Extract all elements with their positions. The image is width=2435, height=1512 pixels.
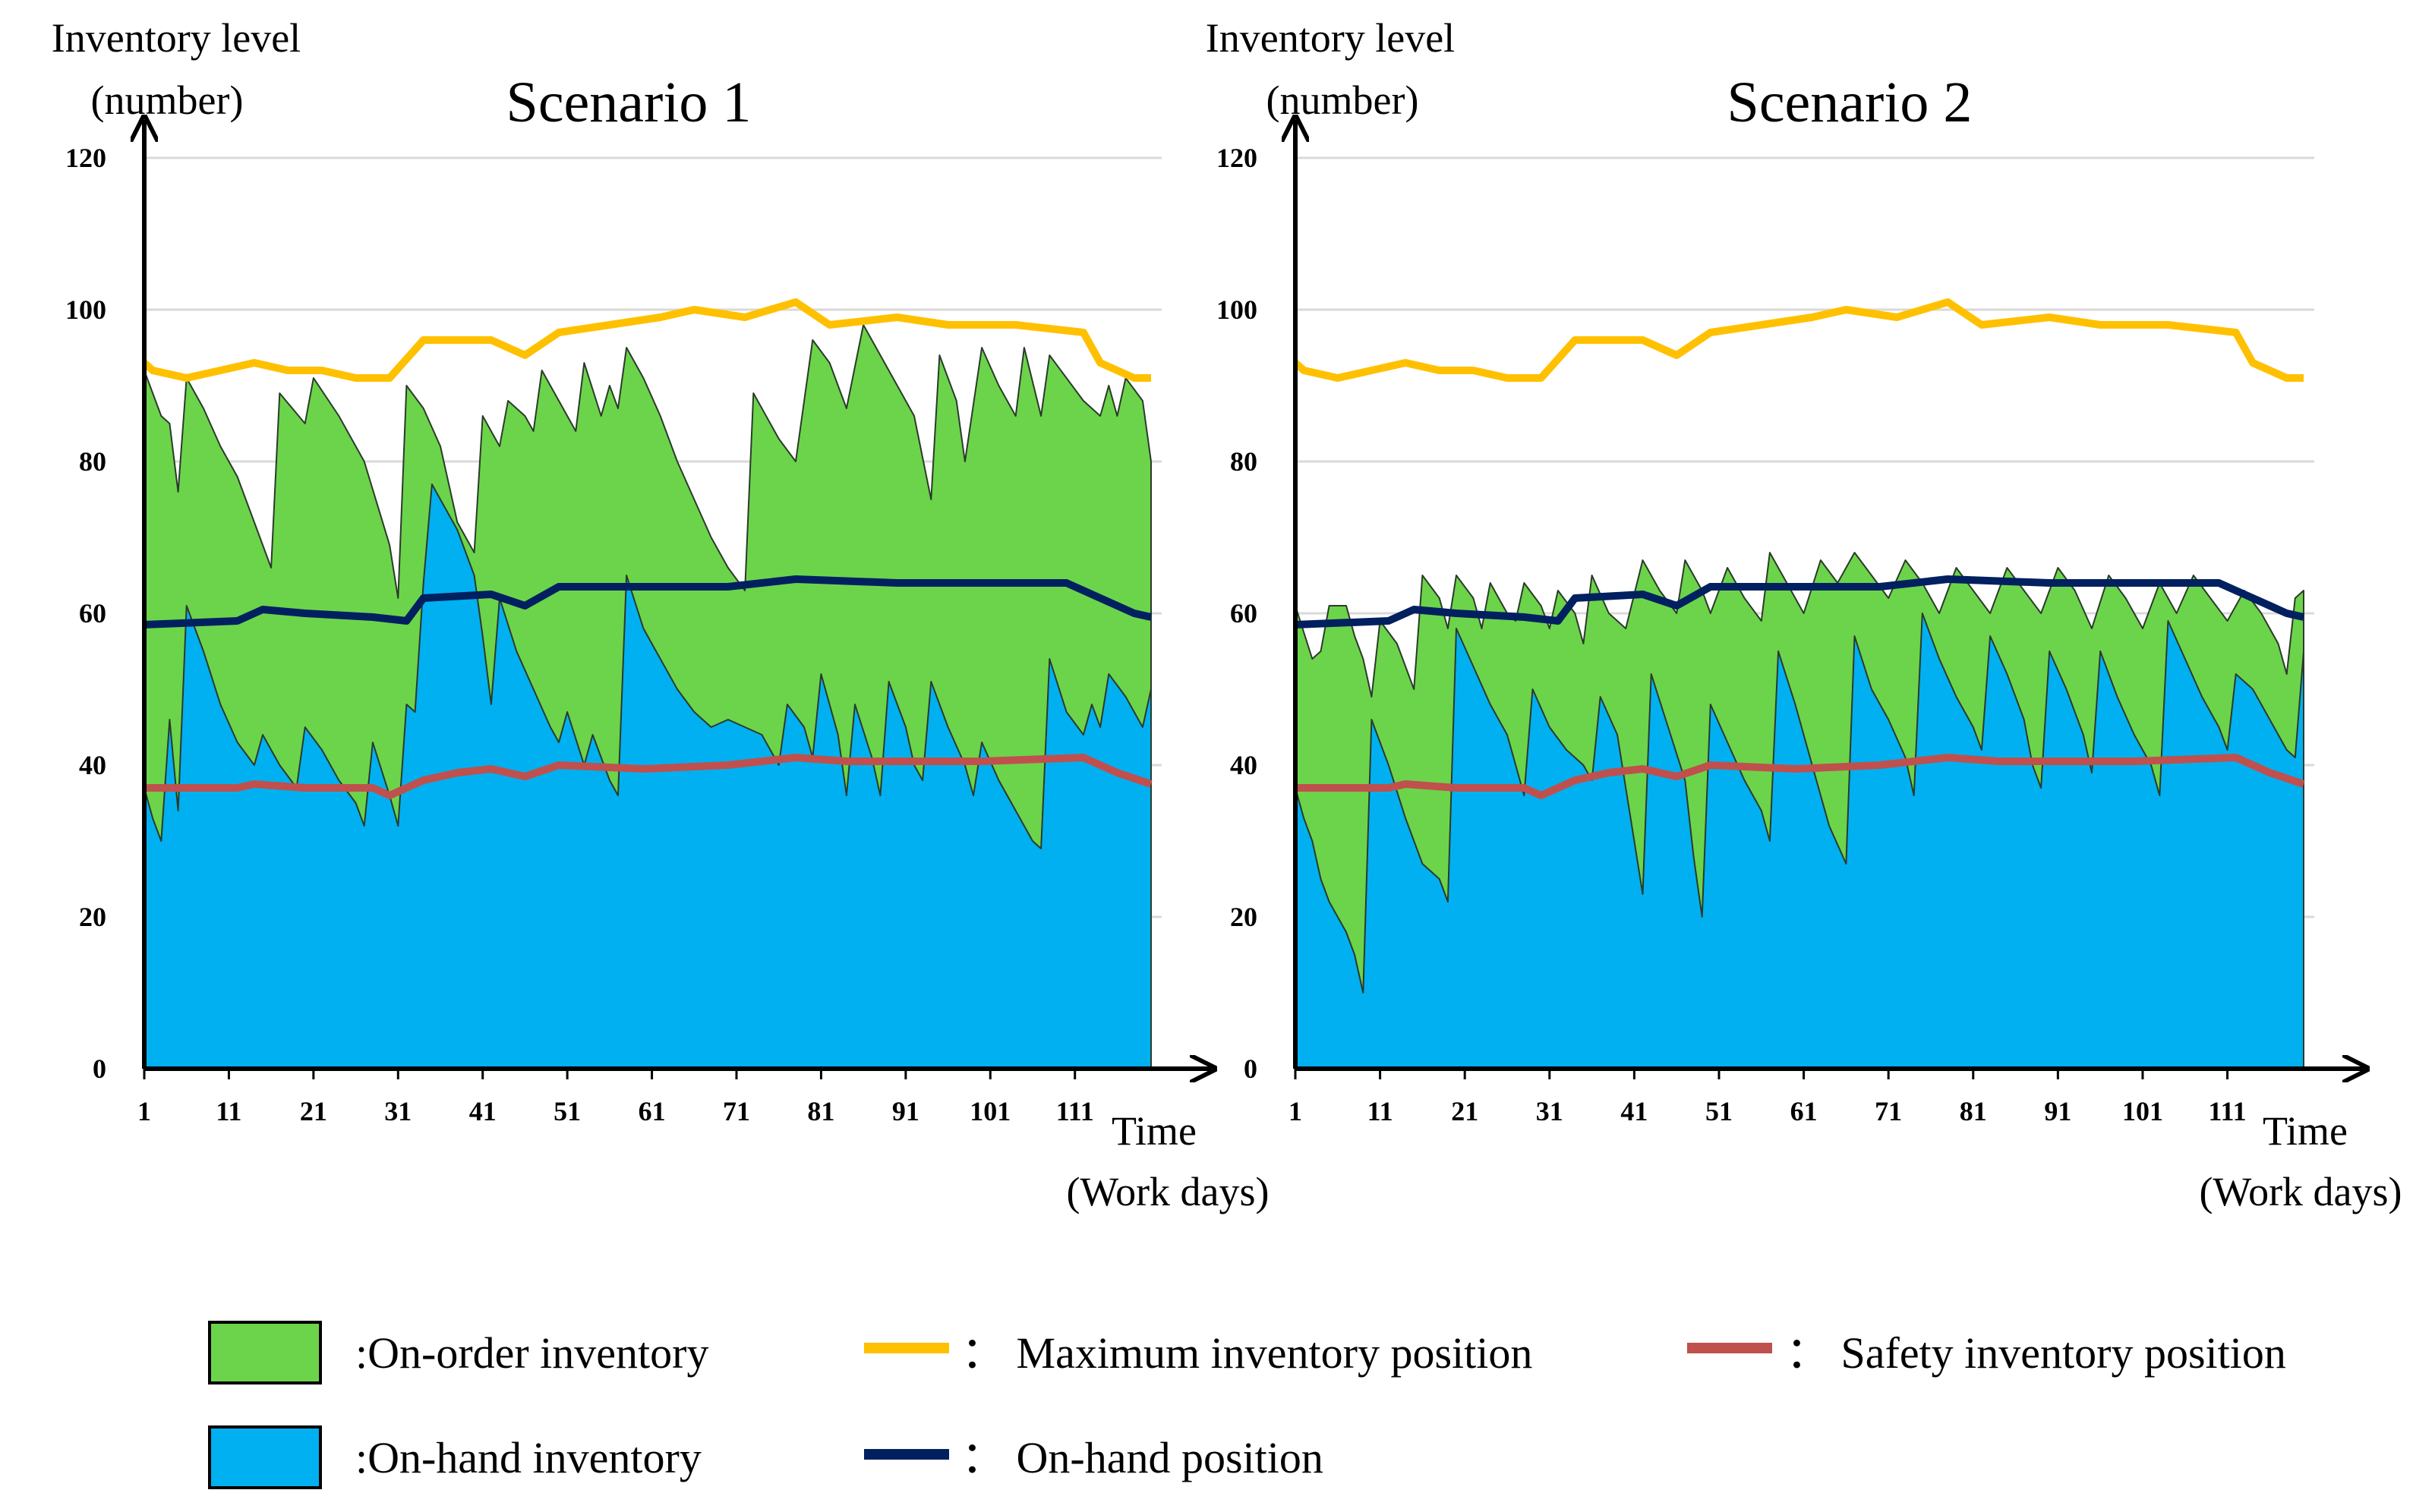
- scenario-1-x-tick-label: 71: [723, 1096, 750, 1126]
- scenario-2-y-tick-label: 0: [1244, 1054, 1257, 1084]
- scenario-1-title: Scenario 1: [506, 71, 752, 134]
- scenario-1-y-tick-label: 120: [65, 143, 106, 173]
- legend-label-safety-position: ： Safety inventory position: [1786, 1328, 2286, 1378]
- scenario-1-axes: [144, 120, 1212, 1079]
- scenario-2-y-tick-label: 100: [1216, 295, 1257, 325]
- scenario-1-x-tick-label: 81: [807, 1096, 834, 1126]
- scenario-1-on-hand-inventory-area: [144, 484, 1152, 1069]
- legend-label-max-position: ： Maximum inventory position: [961, 1328, 1532, 1378]
- scenario-1-y-tick-label: 80: [79, 446, 106, 477]
- scenario-1-y-tick-label: 60: [79, 598, 106, 628]
- scenario-1-y-label-line1: Inventory level: [52, 15, 301, 61]
- scenario-2-x-tick-label: 91: [2044, 1096, 2071, 1126]
- scenario-1-x-tick-label: 51: [554, 1096, 581, 1126]
- scenario-2-on-hand-position-line: [1295, 575, 2305, 628]
- scenario-2-y-label-line2: (number): [1266, 77, 1419, 123]
- scenario-1-x-tick-label: 31: [384, 1096, 412, 1126]
- legend-swatch-on-order: [208, 1321, 322, 1384]
- scenario-2-safety-inventory-position-line: [1295, 754, 2305, 799]
- scenario-2-on-hand-inventory-area: [1295, 613, 2304, 1069]
- scenario-2-x-label-line2: (Work days): [2199, 1169, 2402, 1214]
- legend-label-on-hand: :On-hand inventory: [355, 1433, 702, 1482]
- scenario-1-safety-inventory-position-line: [144, 754, 1153, 799]
- scenario-2-y-label-line1: Inventory level: [1206, 15, 1455, 61]
- scenario-2-maximum-inventory-position-line: [1292, 298, 2304, 382]
- scenario-2-x-tick-label: 101: [2122, 1096, 2163, 1126]
- scenario-2-x-tick-label: 11: [1367, 1096, 1393, 1126]
- scenario-2-lines: [1292, 298, 2305, 799]
- scenario-1-x-tick-label: 91: [892, 1096, 919, 1126]
- scenario-2-x-tick-label: 61: [1790, 1096, 1818, 1126]
- scenario-2-x-tick-label: 41: [1620, 1096, 1648, 1126]
- legend-label-on-order: :On-order inventory: [355, 1328, 708, 1378]
- scenario-2-title: Scenario 2: [1727, 71, 1973, 134]
- scenario-1-x-tick-label: 101: [970, 1096, 1011, 1126]
- scenario-2-x-tick-label: 1: [1288, 1096, 1302, 1126]
- scenario-1-y-tick-label: 20: [79, 902, 106, 932]
- scenario-1-lines: [141, 298, 1153, 799]
- scenario-2-y-tick-label: 120: [1216, 143, 1257, 173]
- scenario-1-x-tick-label: 41: [469, 1096, 497, 1126]
- scenario-1-maximum-inventory-position-line: [141, 298, 1151, 382]
- scenario-2-x-label-line1: Time: [2263, 1108, 2348, 1154]
- legend: :On-order inventory :On-hand inventory ：…: [208, 1321, 2286, 1489]
- scenario-1-y-tick-label: 0: [93, 1054, 106, 1084]
- scenario-1-x-label-line1: Time: [1112, 1108, 1197, 1154]
- legend-swatch-on-hand: [208, 1425, 322, 1489]
- scenario-2-axes: [1295, 120, 2364, 1079]
- legend-label-on-hand-position: ： On-hand position: [961, 1433, 1323, 1482]
- scenario-1-x-label-line2: (Work days): [1066, 1169, 1269, 1214]
- scenario-2-x-tick-label: 71: [1875, 1096, 1902, 1126]
- scenario-1-x-tick-label: 21: [300, 1096, 327, 1126]
- scenario-2-y-tick-label: 40: [1230, 750, 1257, 780]
- scenario-2-y-tick-label: 20: [1230, 902, 1257, 932]
- scenario-1-x-tick-label: 1: [137, 1096, 151, 1126]
- scenario-1-y-label-line2: (number): [91, 77, 244, 123]
- scenario-1-on-hand-position-line: [144, 575, 1153, 628]
- scenario-2-x-tick-label: 51: [1705, 1096, 1733, 1126]
- scenario-1-x-tick-label: 61: [639, 1096, 666, 1126]
- scenario-2-y-tick-label: 80: [1230, 446, 1257, 477]
- scenario-1-x-tick-label: 11: [216, 1096, 241, 1126]
- scenario-1-y-tick-label: 100: [65, 295, 106, 325]
- scenario-1-x-tick-label: 111: [1056, 1096, 1094, 1126]
- scenario-2-x-tick-label: 31: [1536, 1096, 1563, 1126]
- scenario-2-y-tick-label: 60: [1230, 598, 1257, 628]
- scenario-1-areas: [144, 324, 1152, 1069]
- scenario-2-areas: [1295, 552, 2304, 1069]
- scenario-2-x-tick-label: 21: [1451, 1096, 1478, 1126]
- scenario-1-y-tick-label: 40: [79, 750, 106, 780]
- scenario-2-x-tick-label: 111: [2209, 1096, 2247, 1126]
- scenario-2-x-tick-label: 81: [1960, 1096, 1987, 1126]
